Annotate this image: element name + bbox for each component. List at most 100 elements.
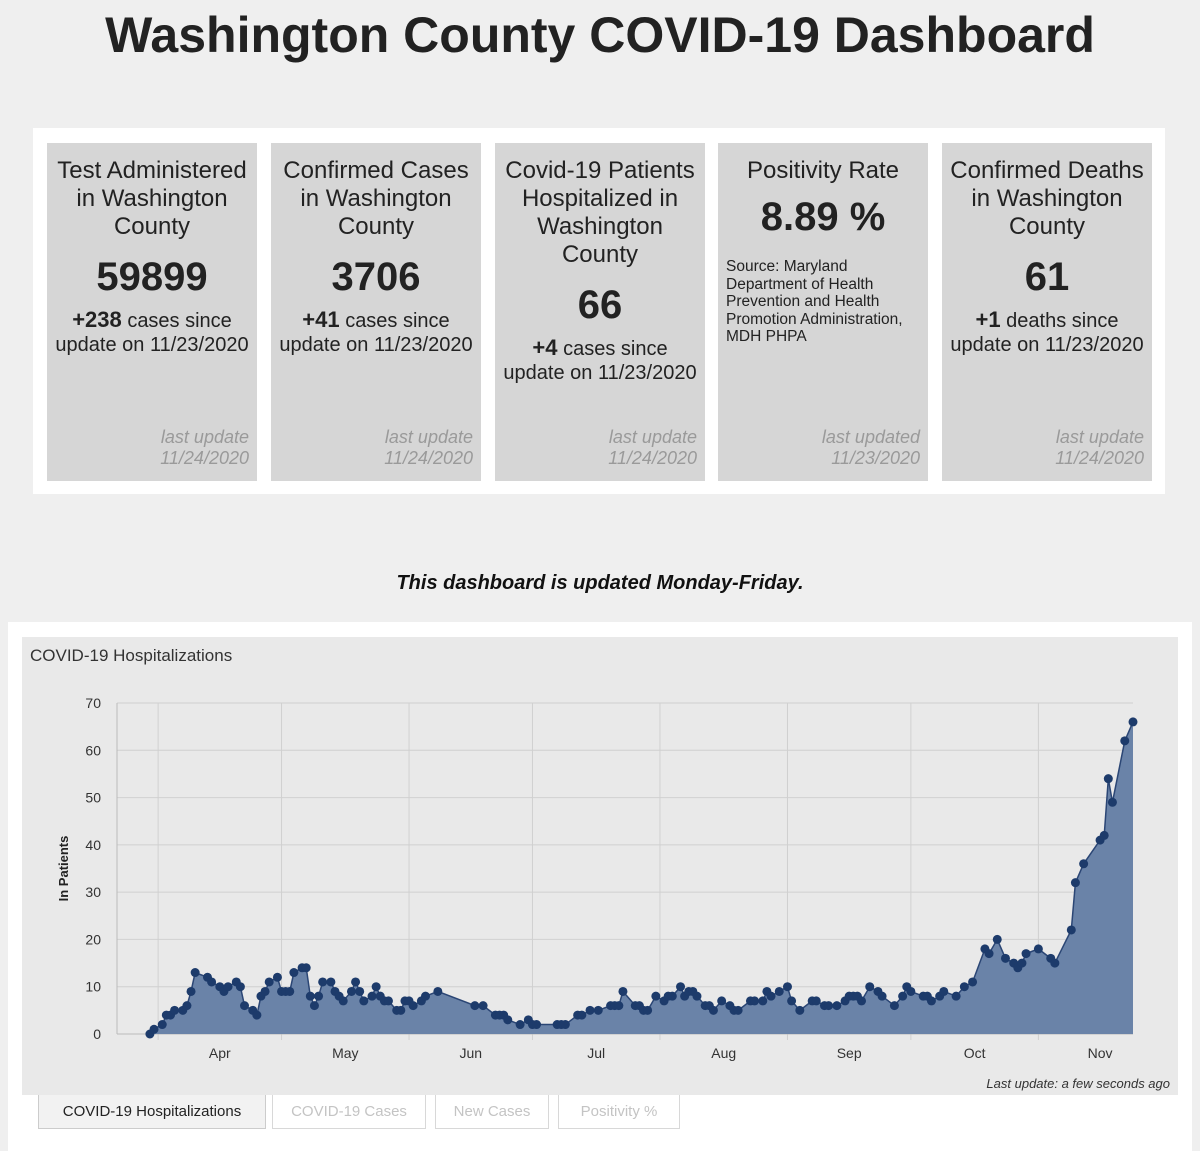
x-tick-label: Aug [711,1045,736,1061]
y-tick-label: 20 [85,931,101,947]
cards-panel: Test Administered in Washington County 59… [33,128,1165,494]
data-point [926,996,936,1006]
x-tick-label: Jul [587,1045,605,1061]
data-point [577,1010,587,1020]
data-point [865,982,875,992]
page-title: Washington County COVID-19 Dashboard [105,7,1095,63]
data-point [186,986,196,996]
x-tick-label: Nov [1088,1045,1113,1061]
y-tick-label: 10 [85,979,101,995]
data-point [560,1020,570,1030]
x-tick-label: Oct [964,1045,986,1061]
chart-footnote: Last update: a few seconds ago [986,1076,1170,1091]
last-update-date: 11/24/2020 [384,448,473,468]
data-point [692,991,702,1001]
last-update: last update 11/24/2020 [160,427,249,469]
data-point [318,977,328,987]
data-point [421,991,431,1001]
chart-title: COVID-19 Hospitalizations [30,646,232,665]
card-source: Source: Maryland Department of Health Pr… [726,258,903,345]
card-title: Covid-19 Patients Hospitalized in Washin… [505,157,695,268]
data-point [1128,717,1138,727]
card-value: 61 [1024,255,1070,299]
data-point [1120,736,1130,746]
data-point [824,1001,834,1011]
last-update-label: last updated [821,427,920,447]
data-point [1021,949,1031,959]
data-point [351,977,361,987]
change-text: cases since update on 11/23/2020 [503,338,697,384]
y-tick-label: 70 [85,695,101,711]
data-point [750,996,760,1006]
data-point [984,949,994,959]
data-point [355,986,365,996]
card-change: +238 cases since update on 11/23/2020 [55,308,249,357]
last-update-date: 11/24/2020 [160,448,249,468]
card-value: 59899 [96,255,208,299]
data-point [898,991,908,1001]
data-point [240,1001,250,1011]
data-point [766,991,776,1001]
data-point [260,986,270,996]
data-point [207,977,217,987]
data-point [470,1001,480,1011]
last-update-label: last update [160,427,249,447]
data-point [795,1005,805,1015]
data-point [811,996,821,1006]
last-update-date: 11/24/2020 [608,448,697,468]
data-point [314,991,324,1001]
data-point [667,991,677,1001]
stat-card: Confirmed Deaths in Washington County 61 +… [942,143,1152,481]
tab[interactable]: COVID-19 Hospitalizations [38,1095,266,1129]
tab[interactable]: COVID-19 Cases [272,1095,426,1129]
data-point [1103,774,1113,784]
data-point [618,986,628,996]
change-value: +238 [72,307,122,332]
last-update: last updated 11/23/2020 [822,427,920,469]
card-title: Confirmed Cases in Washington County [283,157,469,240]
data-point [733,1005,743,1015]
x-tick-label: Sep [837,1045,862,1061]
change-value: +1 [975,307,1001,332]
change-text: cases since update on 11/23/2020 [55,310,249,356]
data-point [383,996,393,1006]
tab[interactable]: New Cases [435,1095,549,1129]
tab[interactable]: Positivity % [558,1095,680,1129]
card-value: 3706 [331,255,421,299]
area-fill [149,721,1134,1034]
data-point [338,996,348,1006]
change-value: +4 [532,335,558,360]
x-tick-label: Jun [459,1045,482,1061]
data-point [367,991,377,1001]
data-point [1107,797,1117,807]
y-tick-label: 40 [85,837,101,853]
data-point [503,1015,513,1025]
data-point [371,982,381,992]
last-update-label: last update [608,427,697,447]
data-point [309,1001,319,1011]
y-tick-label: 50 [85,790,101,806]
data-point [396,1005,406,1015]
data-point [1066,925,1076,935]
data-point [264,977,274,987]
data-point [433,986,443,996]
data-point [515,1020,525,1030]
last-update-date: 11/23/2020 [831,448,920,468]
stat-card: Confirmed Cases in Washington County 3706… [271,143,481,481]
data-point [676,982,686,992]
last-update-date: 11/24/2020 [1055,448,1144,468]
y-axis-label: In Patients [56,836,71,902]
data-point [170,1005,180,1015]
card-title: Confirmed Deaths in Washington County [950,157,1144,240]
data-point [326,977,336,987]
data-point [906,986,916,996]
data-point [774,986,784,996]
data-point [1050,958,1060,968]
card-value: 66 [577,283,623,327]
data-point [593,1005,603,1015]
card-title: Test Administered in Washington County [57,157,247,240]
data-point [717,996,727,1006]
data-point [532,1020,542,1030]
chart-panel: COVID-19 Hospitalizations In Patients Last… [8,622,1192,1151]
